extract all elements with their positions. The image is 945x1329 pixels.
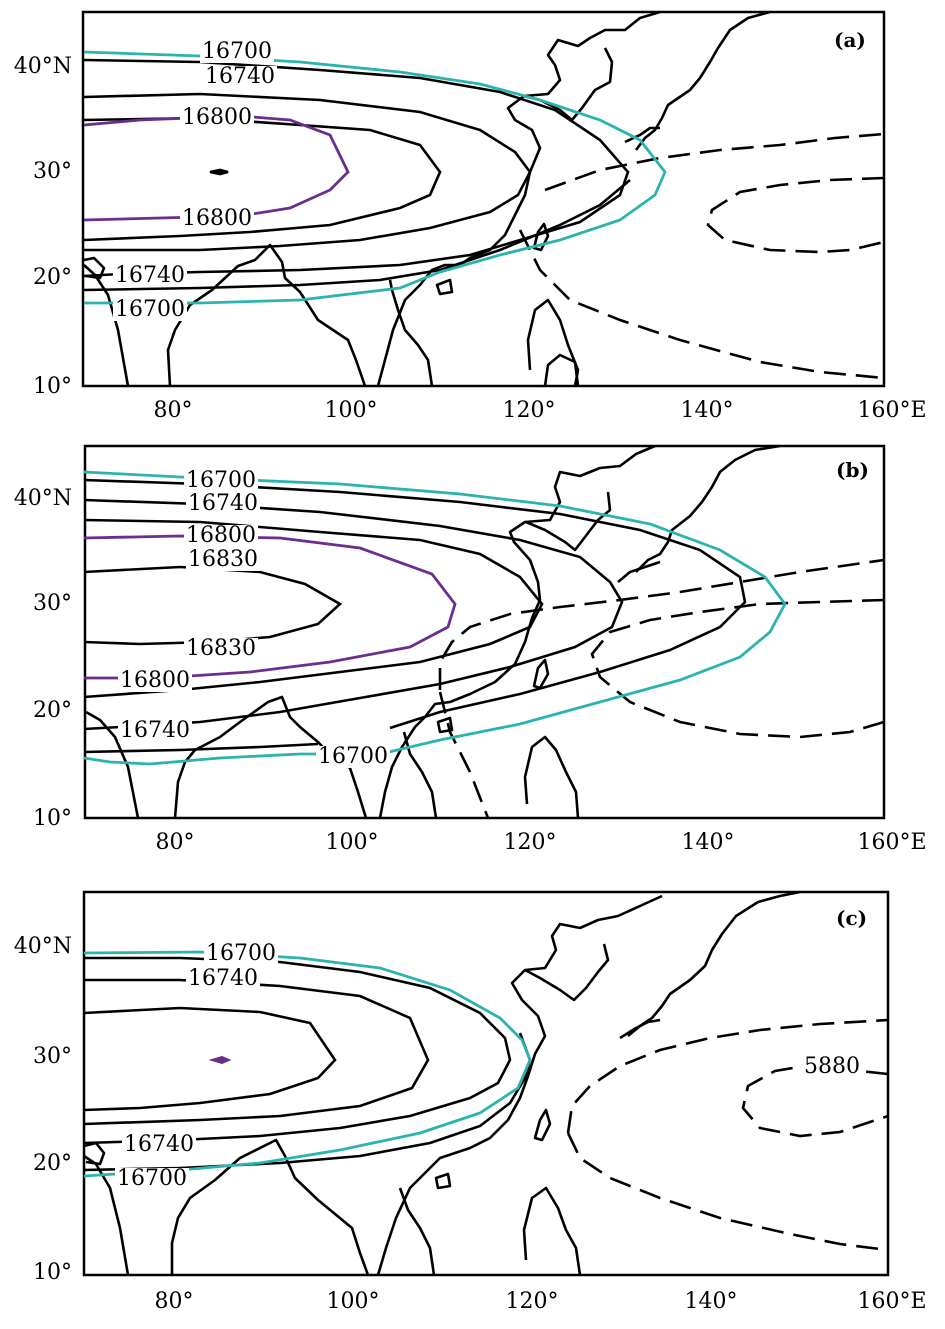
contour-label: 16830 [184,636,258,661]
y-label-40: 40°N [13,486,72,511]
plot-frame [83,444,886,820]
teal-contour-16700 [83,950,532,1178]
contour-label: 16800 [184,523,258,548]
coastlines [83,10,771,387]
x-label-160e: 160°E [857,1289,927,1314]
y-label-20: 20° [33,698,72,723]
y-label-40: 40°N [13,934,72,959]
map-panel-b [83,444,886,820]
contour-label: 16800 [118,668,192,693]
contour-label: 16740 [113,263,187,288]
map-panel-c [82,890,890,1277]
contour-label: 16700 [184,468,258,493]
x-label-140: 140° [680,398,734,423]
panel-label: (b) [836,458,869,482]
x-label-120: 120° [502,398,556,423]
x-label-120: 120° [505,1289,559,1314]
y-label-10: 10° [33,1260,72,1285]
coastlines [83,890,801,1276]
contour-label: 16700 [200,39,274,64]
x-label-80: 80° [155,830,195,855]
contour-label: 16700 [113,297,187,322]
contour-label: 16800 [180,206,254,231]
y-label-20: 20° [33,265,72,290]
y-label-30: 30° [33,591,72,616]
panel-b: 16700 16740 16800 16830 16830 16800 1674… [0,432,945,872]
contour-label: 16800 [180,105,254,130]
contour-label: 16700 [316,744,390,769]
x-label-120: 120° [503,830,557,855]
dashed-5880-contours [438,558,885,819]
panel-label: (c) [836,906,868,930]
purple-contour-16800 [83,114,350,222]
contour-label: 16700 [204,941,278,966]
x-label-80: 80° [154,1289,194,1314]
x-label-100: 100° [325,830,379,855]
teal-contour-16700 [83,470,787,766]
plot-frame [82,890,890,1277]
x-label-100: 100° [324,398,378,423]
contour-label: 16740 [203,64,277,89]
black-contours [83,58,631,292]
x-label-160e: 160°E [857,398,927,423]
contour-label: 16740 [118,718,192,743]
purple-contour-16800 [83,534,457,680]
contour-label: 16740 [122,1132,196,1157]
y-label-40: 40°N [13,54,72,79]
x-label-140: 140° [684,1289,738,1314]
y-label-10: 10° [33,806,72,831]
contour-label: 16740 [186,491,260,516]
map-panel-a [81,10,886,388]
dashed-5880-contours [566,1018,889,1252]
contour-label: 16700 [115,1166,189,1191]
dashed-5880-contours [518,132,885,380]
purple-contour-dot [208,1055,232,1065]
y-label-10: 10° [33,374,72,399]
y-label-30: 30° [33,1044,72,1069]
y-label-30: 30° [33,159,72,184]
plot-frame [81,10,886,388]
panel-a: 16700 16740 16800 16800 16740 16700 (a) … [0,0,945,440]
teal-contour-16700 [83,50,667,305]
y-label-20: 20° [33,1151,72,1176]
panel-c: 16700 16740 16740 16700 5880 (c) 40°N 30… [0,888,945,1328]
contour-label: 16740 [186,966,260,991]
contour-label: 16830 [186,547,260,572]
x-label-100: 100° [326,1289,380,1314]
panel-label: (a) [834,28,866,52]
x-label-80: 80° [153,398,193,423]
x-label-140: 140° [681,830,735,855]
contour-label: 5880 [802,1054,862,1079]
x-label-160e: 160°E [857,830,927,855]
black-contours [83,478,747,754]
